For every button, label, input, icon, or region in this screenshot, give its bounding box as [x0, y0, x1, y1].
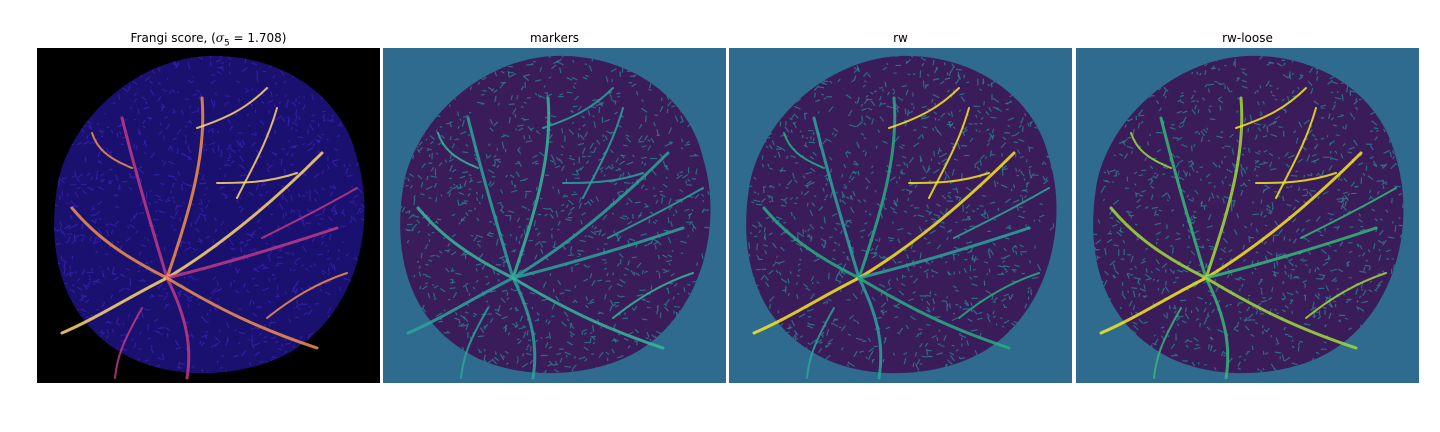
markers-canvas — [383, 48, 726, 383]
vessel — [216, 172, 298, 184]
vessel — [582, 107, 624, 199]
vessel — [196, 87, 268, 129]
vessel — [928, 107, 970, 199]
rw-image — [729, 48, 1072, 383]
panel-rw-loose: rw-loose — [1076, 28, 1419, 383]
rw-loose-image — [1076, 48, 1419, 383]
panel-title-rw-loose: rw-loose — [1222, 31, 1273, 45]
retina-region — [1093, 55, 1404, 374]
retina-region — [400, 55, 711, 374]
panel-rw: rw — [729, 28, 1072, 383]
vessel — [60, 276, 169, 335]
vessel — [466, 116, 515, 280]
vessel — [953, 187, 1050, 239]
vessel — [1204, 276, 1230, 380]
vessel — [857, 276, 1011, 350]
retina-region — [746, 55, 1057, 374]
vessel — [236, 107, 278, 199]
vessel — [857, 151, 1016, 280]
markers-image — [383, 48, 726, 383]
panel-title-markers: markers — [529, 31, 580, 45]
vessel — [783, 132, 825, 169]
panel-markers: markers — [383, 28, 726, 383]
vessel — [562, 172, 644, 184]
panel-title-rw: rw — [893, 31, 908, 45]
vessel — [261, 187, 358, 239]
vessel — [165, 226, 339, 280]
vessel — [1204, 151, 1363, 280]
vessel — [1275, 107, 1317, 199]
vessel — [812, 116, 861, 280]
vessel — [857, 226, 1031, 280]
vessel — [114, 307, 143, 379]
vessel — [165, 276, 191, 380]
vessel — [857, 96, 897, 280]
vessel — [1300, 187, 1397, 239]
vessel — [908, 172, 990, 184]
vessel — [762, 206, 861, 280]
rw-canvas — [729, 48, 1072, 383]
vessel — [607, 187, 704, 239]
vessel — [511, 226, 685, 280]
vessel — [406, 276, 515, 335]
texture — [400, 55, 711, 374]
vessel — [165, 151, 324, 280]
vessel — [511, 276, 665, 350]
vessel — [958, 272, 1040, 319]
vessel — [511, 151, 670, 280]
panel-title-frangi: Frangi score, (σ5 = 1.708) — [130, 31, 287, 49]
vessel — [542, 87, 614, 129]
vessel — [416, 206, 515, 280]
vessel — [1255, 172, 1337, 184]
vessel — [91, 132, 133, 169]
vessel — [1153, 307, 1182, 379]
rw-loose-canvas — [1076, 48, 1419, 383]
retina-region — [54, 55, 365, 374]
vessel — [165, 96, 205, 280]
vessel — [120, 116, 169, 280]
vessel — [1204, 226, 1378, 280]
panel-frangi: Frangi score, (σ5 = 1.708) — [37, 28, 380, 383]
vessel — [888, 87, 960, 129]
vessel — [460, 307, 489, 379]
vessel — [511, 276, 537, 380]
vessel — [752, 276, 861, 335]
frangi-image — [37, 48, 380, 383]
vessel — [266, 272, 348, 319]
vessel — [437, 132, 479, 169]
vessel — [511, 96, 551, 280]
vessel — [70, 206, 169, 280]
vessel — [1235, 87, 1307, 129]
vessel — [1159, 116, 1208, 280]
vessel — [857, 276, 883, 380]
vessel — [165, 276, 319, 350]
vessel — [1099, 276, 1208, 335]
vessel — [806, 307, 835, 379]
frangi-canvas — [37, 48, 380, 383]
vessel — [612, 272, 694, 319]
vessel — [1109, 206, 1208, 280]
vessel — [1130, 132, 1172, 169]
vessel — [1204, 96, 1244, 280]
vessel — [1305, 272, 1387, 319]
vessel — [1204, 276, 1358, 350]
